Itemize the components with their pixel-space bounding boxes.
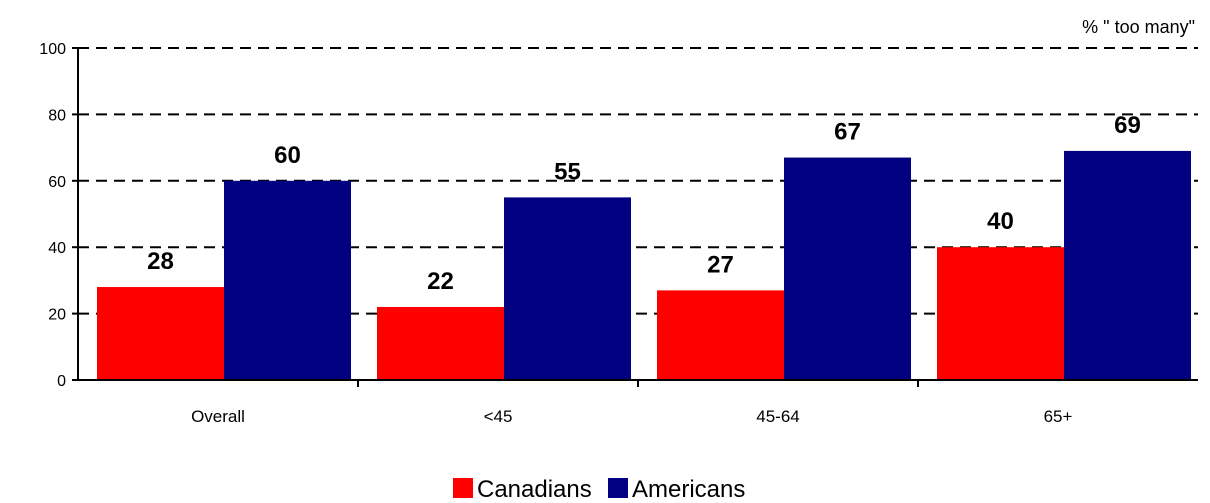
- legend: Canadians Americans: [453, 476, 745, 503]
- x-category-label: <45: [484, 407, 513, 426]
- bars: 28 60 22 55 27 67 40 69: [97, 112, 1191, 380]
- data-label: 55: [554, 158, 581, 185]
- bar-canadians-2: [657, 290, 784, 380]
- legend-label-americans: Americans: [632, 476, 745, 503]
- data-label: 28: [147, 248, 174, 275]
- y-tick-label: 60: [48, 174, 66, 191]
- legend-swatch-americans: [608, 478, 628, 498]
- y-axis: 0 20 40 60 80 100: [39, 41, 79, 390]
- bar-canadians-3: [937, 247, 1064, 380]
- y-tick-label: 40: [48, 240, 66, 257]
- legend-label-canadians: Canadians: [477, 476, 592, 503]
- y-tick-label: 100: [39, 41, 66, 58]
- data-label: 67: [834, 119, 861, 146]
- bar-americans-2: [784, 157, 911, 380]
- bar-americans-1: [504, 197, 631, 380]
- data-label: 69: [1114, 112, 1141, 139]
- x-category-label: Overall: [191, 407, 245, 426]
- y-tick-label: 80: [48, 107, 66, 124]
- bar-americans-0: [224, 180, 351, 380]
- data-label: 22: [427, 268, 454, 295]
- bar-americans-3: [1064, 150, 1191, 380]
- y-tick-label: 0: [57, 373, 66, 390]
- data-label: 27: [707, 251, 734, 278]
- data-label: 40: [987, 208, 1014, 235]
- unit-label: % " too many": [1082, 17, 1195, 37]
- x-category-label: 45-64: [756, 407, 799, 426]
- data-label: 60: [274, 142, 301, 169]
- x-axis: Overall <45 45-64 65+: [78, 379, 1198, 426]
- y-tick-label: 20: [48, 307, 66, 324]
- x-category-label: 65+: [1044, 407, 1073, 426]
- bar-canadians-1: [377, 306, 504, 380]
- legend-swatch-canadians: [453, 478, 473, 498]
- bar-canadians-0: [97, 287, 224, 380]
